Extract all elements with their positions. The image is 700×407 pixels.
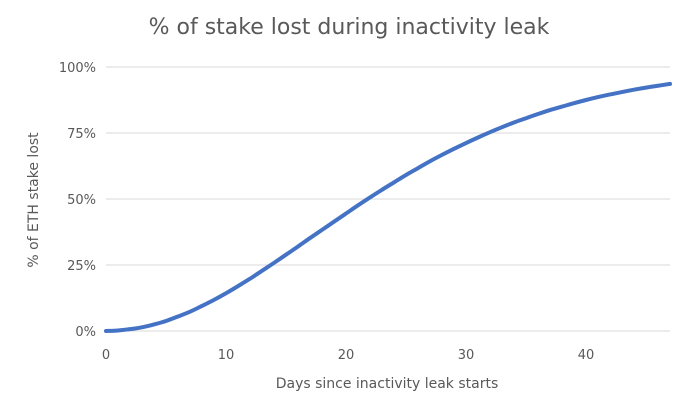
y-axis-title: % of ETH stake lost — [26, 132, 42, 268]
gridlines — [106, 66, 670, 332]
chart-title: % of stake lost during inactivity leak — [149, 15, 550, 40]
x-tick-label: 30 — [458, 348, 475, 363]
y-tick-label: 100% — [59, 61, 96, 76]
x-axis-title: Days since inactivity leak starts — [276, 376, 499, 392]
x-tick-label: 10 — [218, 348, 235, 363]
y-tick-label: 25% — [67, 259, 96, 274]
series-layer — [104, 81, 672, 333]
y-axis-ticks: 0% 25% 50% 75% 100% — [59, 61, 96, 340]
y-tick-label: 0% — [75, 325, 96, 340]
y-tick-label: 50% — [67, 193, 96, 208]
y-tick-label: 75% — [67, 127, 96, 142]
series-line — [104, 81, 672, 333]
x-tick-label: 0 — [102, 348, 110, 363]
x-tick-label: 20 — [338, 348, 355, 363]
x-tick-label: 40 — [578, 348, 595, 363]
x-axis-ticks: 0 10 20 30 40 — [102, 348, 594, 363]
